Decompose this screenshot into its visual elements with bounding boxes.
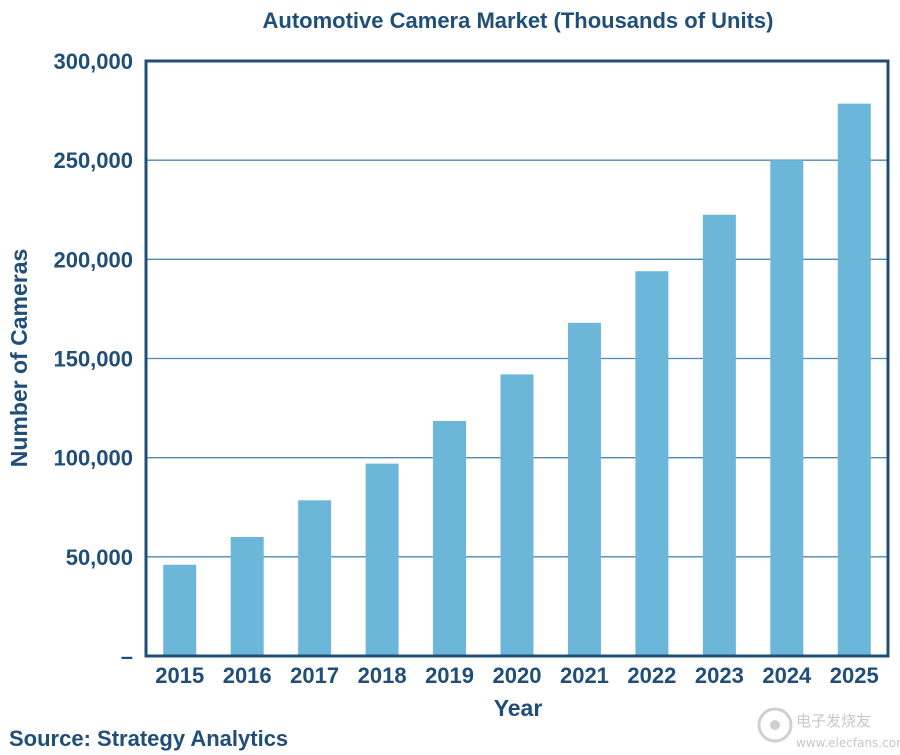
x-tick-label: 2016: [223, 663, 272, 688]
x-tick-label: 2025: [830, 663, 879, 688]
y-axis-title: Number of Cameras: [6, 249, 32, 468]
watermark-logo-icon: [757, 707, 793, 743]
x-axis-title: Year: [494, 695, 543, 721]
bar-2022: [635, 271, 669, 656]
x-tick-label: 2018: [358, 663, 407, 688]
watermark: 电子发烧友 www.elecfans.com: [757, 707, 900, 750]
bar-2018: [365, 463, 399, 656]
bar-2024: [770, 160, 804, 656]
y-tick-labels: – 50,000 100,000 150,000 200,000 250,000 300,0…: [53, 49, 133, 669]
x-tick-label: 2020: [493, 663, 542, 688]
x-tick-label: 2022: [627, 663, 676, 688]
bar-2021: [567, 322, 601, 656]
plot-frame: [144, 59, 890, 658]
bar-2017: [298, 500, 332, 656]
x-tick-label: 2023: [695, 663, 744, 688]
source-note: Source: Strategy Analytics: [9, 726, 288, 751]
bar-2023: [702, 214, 736, 657]
y-tick-label: 250,000: [53, 148, 133, 173]
bar-2015: [163, 564, 197, 656]
bar-2016: [230, 537, 264, 656]
y-tick-label: 150,000: [53, 347, 133, 372]
bars: [163, 103, 871, 657]
y-tick-label: 200,000: [53, 247, 133, 272]
y-tick-label: –: [121, 644, 133, 669]
x-tick-label: 2024: [762, 663, 812, 688]
bar-2019: [433, 420, 467, 656]
x-tick-label: 2015: [155, 663, 204, 688]
x-tick-label: 2021: [560, 663, 609, 688]
watermark-url: www.elecfans.com: [796, 736, 900, 750]
chart-title: Automotive Camera Market (Thousands of U…: [263, 8, 774, 33]
y-tick-label: 50,000: [66, 545, 133, 570]
y-tick-label: 100,000: [53, 446, 133, 471]
y-tick-label: 300,000: [53, 49, 133, 74]
x-tick-labels: 2015 2016 2017 2018 2019 2020 2021 2022 2023 2024…: [155, 663, 878, 688]
gridlines: [146, 159, 888, 558]
x-tick-label: 2017: [290, 663, 339, 688]
bar-2020: [500, 374, 534, 656]
bar-2025: [837, 103, 871, 657]
watermark-text: 电子发烧友: [796, 712, 871, 730]
x-tick-label: 2019: [425, 663, 474, 688]
